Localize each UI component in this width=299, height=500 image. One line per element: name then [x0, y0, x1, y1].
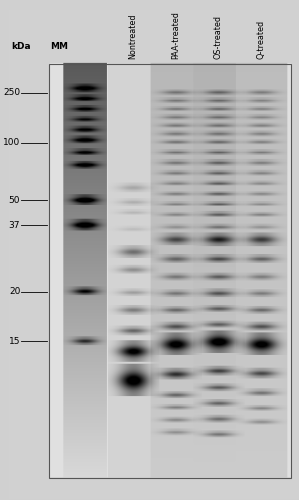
Text: OS-treated: OS-treated: [213, 15, 222, 59]
Text: Q-treated: Q-treated: [256, 20, 265, 59]
Text: 50: 50: [9, 196, 20, 205]
Text: 100: 100: [3, 138, 20, 147]
Text: 37: 37: [9, 221, 20, 230]
Bar: [49, 64, 291, 478]
Text: MM: MM: [50, 42, 68, 51]
Text: 15: 15: [9, 336, 20, 345]
Text: 20: 20: [9, 287, 20, 296]
Text: 250: 250: [3, 88, 20, 98]
Text: PAA-treated: PAA-treated: [171, 11, 180, 59]
Text: Nontreated: Nontreated: [128, 14, 137, 59]
Text: kDa: kDa: [12, 42, 31, 51]
